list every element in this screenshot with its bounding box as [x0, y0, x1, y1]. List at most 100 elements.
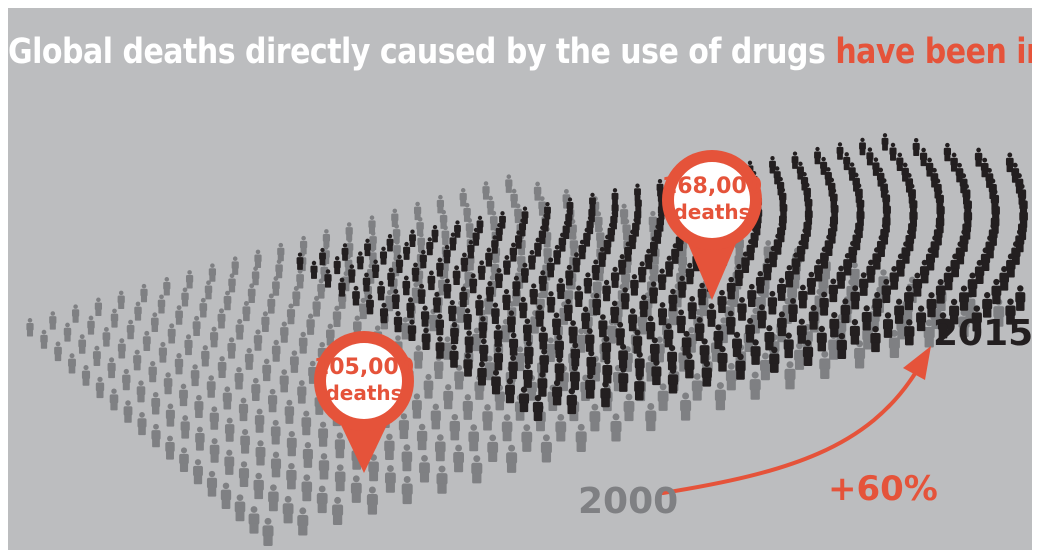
person-icon-2000: [261, 311, 270, 332]
person-icon-2000: [318, 421, 329, 447]
person-icon-2000: [401, 476, 413, 505]
person-icon-2000: [133, 349, 142, 371]
person-icon-2015: [393, 311, 403, 333]
person-icon-2015: [379, 246, 388, 265]
person-icon-2000: [471, 455, 483, 484]
person-icon-2000: [234, 366, 244, 390]
person-icon-2015: [377, 280, 385, 301]
label-2015-unit: deaths: [673, 200, 750, 224]
person-icon-2000: [251, 266, 260, 286]
person-icon-2015: [935, 279, 946, 304]
person-icon-2015: [791, 151, 799, 169]
person-icon-2000: [71, 304, 80, 323]
person-icon-2015: [310, 260, 318, 279]
person-icon-2000: [271, 339, 281, 362]
person-icon-2015: [894, 298, 905, 324]
person-icon-2015: [528, 250, 536, 270]
person-icon-2000: [318, 453, 330, 480]
person-icon-2000: [174, 353, 184, 375]
person-icon-2000: [275, 259, 283, 279]
person-icon-2000: [350, 475, 362, 503]
person-icon-2015: [667, 367, 679, 394]
person-icon-2015: [475, 294, 484, 316]
person-icon-2000: [194, 394, 204, 418]
person-icon-2000: [299, 235, 308, 255]
person-icon-2000: [575, 423, 587, 452]
person-icon-2000: [253, 472, 264, 500]
person-icon-2000: [280, 321, 289, 343]
person-icon-2015: [676, 309, 686, 334]
person-icon-2000: [251, 377, 261, 401]
person-icon-2015: [943, 142, 952, 162]
person-icon-2000: [411, 393, 422, 419]
person-icon-2015: [881, 133, 889, 151]
person-icon-2000: [151, 423, 161, 448]
person-icon-2000: [235, 318, 244, 340]
person-icon-2015: [518, 296, 528, 319]
person-icon-2000: [398, 413, 409, 440]
person-icon-2015: [959, 285, 969, 311]
person-icon-2015: [409, 229, 416, 247]
person-icon-2000: [134, 301, 142, 321]
person-icon-2000: [262, 358, 272, 382]
title-main: Global deaths directly caused by the use…: [8, 32, 826, 73]
person-icon-2000: [416, 423, 428, 451]
person-icon-2000: [240, 429, 250, 454]
year-label-2015: 2015: [933, 313, 1032, 354]
person-icon-2015: [583, 272, 593, 294]
person-icon-2000: [122, 368, 131, 391]
person-icon-2000: [462, 394, 473, 420]
person-icon-2000: [81, 365, 91, 386]
person-icon-2015: [574, 285, 584, 308]
person-icon-2000: [454, 364, 464, 390]
person-icon-2000: [40, 329, 48, 349]
person-icon-2000: [179, 447, 189, 472]
person-icon-2015: [352, 285, 360, 306]
person-icon-2000: [306, 313, 315, 335]
person-icon-2000: [334, 464, 346, 492]
person-icon-2000: [292, 285, 301, 307]
person-icon-2000: [222, 386, 232, 410]
person-icon-2015: [431, 224, 439, 243]
person-icon-2000: [95, 376, 105, 399]
person-icon-2015: [568, 320, 578, 344]
person-icon-2000: [244, 347, 254, 370]
person-icon-2015: [581, 306, 591, 330]
person-icon-2015: [687, 296, 697, 320]
person-icon-2015: [645, 315, 656, 340]
person-icon-2000: [270, 419, 281, 445]
person-icon-2000: [487, 434, 499, 463]
person-icon-2015: [777, 277, 787, 301]
person-icon-2000: [435, 434, 446, 462]
person-icon-2000: [63, 322, 72, 342]
person-icon-2000: [242, 300, 251, 322]
person-icon-2000: [199, 297, 208, 318]
person-icon-2015: [452, 265, 461, 286]
person-icon-2000: [49, 311, 57, 330]
page-title: Global deaths directly caused by the use…: [8, 32, 1032, 72]
person-icon-2000: [224, 417, 235, 442]
person-icon-2000: [312, 295, 321, 317]
person-icon-2000: [140, 283, 148, 303]
person-icon-2015: [882, 312, 894, 338]
person-icon-2000: [223, 290, 232, 311]
person-icon-2015: [806, 271, 816, 295]
person-icon-2000: [453, 444, 464, 473]
growth-arrow: [661, 346, 931, 495]
person-icon-2000: [322, 229, 331, 248]
person-icon-2015: [866, 147, 874, 166]
person-icon-2015: [732, 331, 742, 357]
person-icon-2000: [190, 364, 200, 387]
person-icon-2000: [220, 482, 232, 509]
person-icon-2000: [195, 426, 205, 451]
person-icon-2000: [255, 440, 266, 466]
person-icon-2000: [148, 360, 157, 383]
person-icon-2000: [540, 434, 552, 463]
person-icon-2015: [333, 256, 341, 275]
person-icon-2015: [407, 319, 417, 342]
person-icon-2015: [764, 325, 775, 351]
person-icon-2000: [268, 388, 278, 413]
person-icon-2000: [107, 357, 116, 379]
person-icon-2000: [150, 312, 159, 333]
person-icon-2000: [254, 408, 265, 433]
